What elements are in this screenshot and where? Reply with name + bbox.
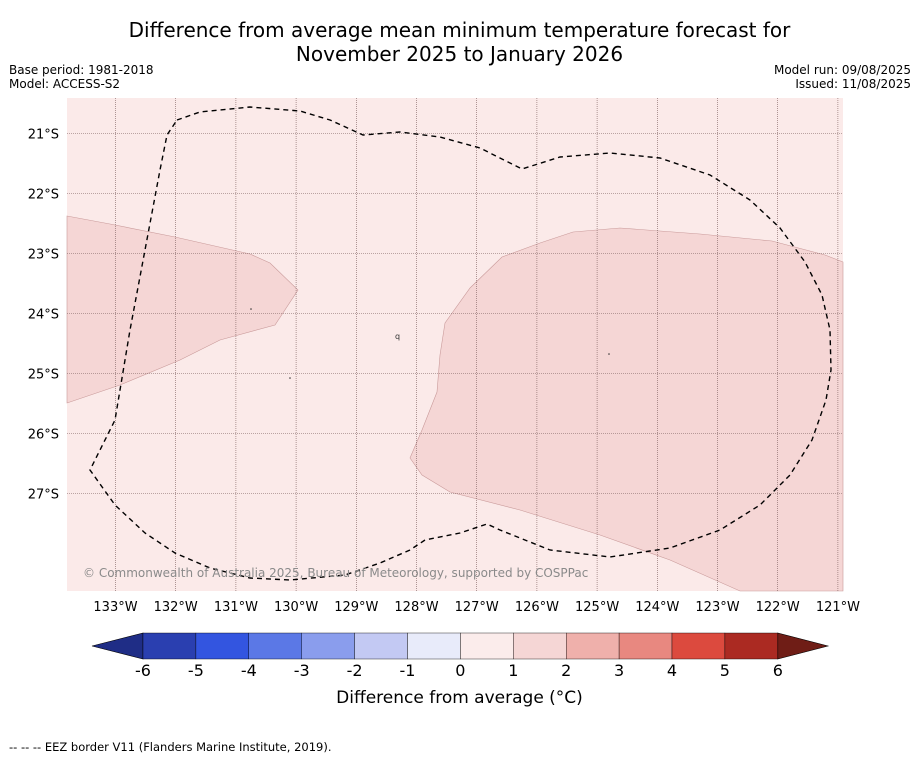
longitude-tick-label: 121°W <box>816 600 860 615</box>
longitude-tick-label: 122°W <box>756 600 800 615</box>
base-period: Base period: 1981-2018 <box>9 63 154 77</box>
longitude-tick-label: 133°W <box>93 600 137 615</box>
latitude-tick-label: 26°S <box>28 428 59 443</box>
colorbar-tick-label: 5 <box>720 661 730 680</box>
latitude-tick-label: 24°S <box>28 308 59 323</box>
eez-border <box>89 106 832 581</box>
model-run: Model run: 09/08/2025 <box>773 63 911 77</box>
longitude-tick-label: 128°W <box>394 600 438 615</box>
issued-date: Issued: 11/08/2025 <box>795 77 911 91</box>
gridlines <box>67 98 843 591</box>
longitude-tick-label: 124°W <box>635 600 679 615</box>
latitude-tick-label: 25°S <box>28 368 59 383</box>
colorbar-tick-label: 3 <box>614 661 624 680</box>
longitude-tick-label: 131°W <box>214 600 258 615</box>
colorbar-tick-label: -5 <box>188 661 204 680</box>
colorbar-bin <box>460 632 514 660</box>
longitude-tick-label: 127°W <box>455 600 499 615</box>
longitude-tick-label: 129°W <box>334 600 378 615</box>
eez-legend: -- -- -- EEZ border V11 (Flanders Marine… <box>9 740 332 754</box>
colorbar-bin <box>407 632 461 660</box>
colorbar-bin <box>671 632 726 660</box>
anomaly-region-west <box>66 215 299 404</box>
colorbar-bin <box>354 632 408 660</box>
colorbar-tick-label: -1 <box>400 661 416 680</box>
colorbar <box>91 632 830 660</box>
latitude-tick-label: 21°S <box>28 128 59 143</box>
colorbar-bin <box>301 632 355 660</box>
colorbar-ticks: -6 -5 -4 -3 -2 -1 0 1 2 3 4 5 6 <box>135 661 783 680</box>
colorbar-bin <box>724 632 779 660</box>
longitude-tick-label: 125°W <box>575 600 619 615</box>
longitude-tick-label: 123°W <box>695 600 739 615</box>
latitude-labels: 21°S 22°S 23°S 24°S 25°S 26°S 27°S <box>28 128 59 503</box>
map-speck <box>289 377 291 379</box>
colorbar-bin <box>142 632 197 660</box>
colorbar-tick-label: -6 <box>135 661 151 680</box>
metadata-left: Base period: 1981-2018 Model: ACCESS-S2 <box>9 63 154 91</box>
anomaly-region-east <box>409 227 844 592</box>
map-speck <box>608 353 610 355</box>
longitude-tick-label: 126°W <box>515 600 559 615</box>
copyright-notice: © Commonwealth of Australia 2025, Bureau… <box>83 566 588 580</box>
title-line-2: November 2025 to January 2026 <box>295 42 624 66</box>
map-speck <box>250 308 252 310</box>
colorbar-tick-label: 1 <box>508 661 518 680</box>
colorbar-tick-label: -3 <box>294 661 310 680</box>
latitude-tick-label: 27°S <box>28 488 59 503</box>
metadata-right: Model run: 09/08/2025 Issued: 11/08/2025 <box>774 63 911 91</box>
map-speck: q <box>395 332 400 341</box>
colorbar-extend-low <box>91 632 144 660</box>
colorbar-bin <box>195 632 249 660</box>
colorbar-bin <box>566 632 620 660</box>
latitude-tick-label: 22°S <box>28 188 59 203</box>
colorbar-tick-label: 4 <box>667 661 677 680</box>
colorbar-tick-label: 6 <box>773 661 783 680</box>
colorbar-bin <box>618 632 673 660</box>
colorbar-extend-high <box>777 632 830 660</box>
model-name: Model: ACCESS-S2 <box>9 77 121 91</box>
longitude-tick-label: 130°W <box>274 600 318 615</box>
latitude-tick-label: 23°S <box>28 248 59 263</box>
longitude-tick-label: 132°W <box>154 600 198 615</box>
longitude-labels: 133°W 132°W 131°W 130°W 129°W 128°W 127°W 126°W… <box>93 600 860 615</box>
colorbar-tick-label: -2 <box>347 661 363 680</box>
colorbar-label: Difference from average (°C) <box>336 688 583 708</box>
colorbar-tick-label: 0 <box>455 661 465 680</box>
colorbar-bin <box>513 632 567 660</box>
map-title: Difference from average mean minimum tem… <box>0 18 919 66</box>
colorbar-tick-label: -4 <box>241 661 257 680</box>
title-line-1: Difference from average mean minimum tem… <box>128 18 791 42</box>
colorbar-bin <box>248 632 302 660</box>
colorbar-tick-label: 2 <box>561 661 571 680</box>
